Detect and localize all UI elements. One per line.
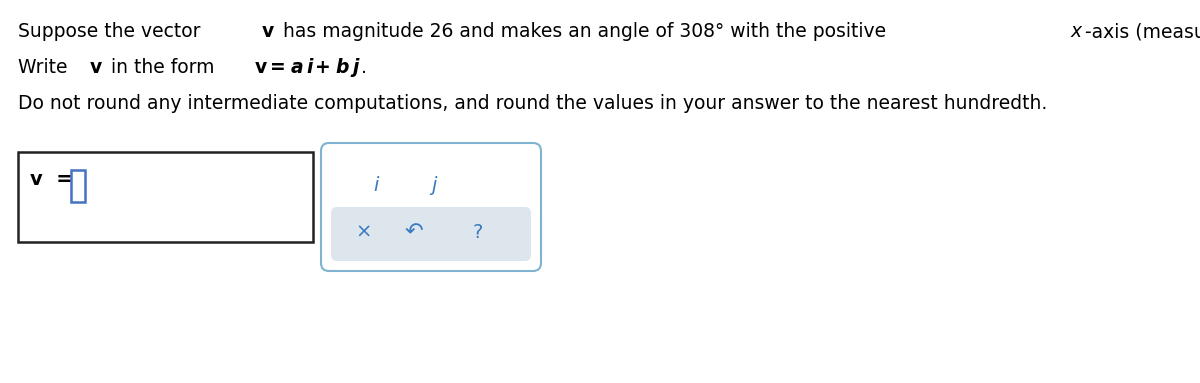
Text: -axis (measured counterclockwise), when: -axis (measured counterclockwise), when xyxy=(1085,22,1200,41)
Text: ↶: ↶ xyxy=(404,223,424,243)
Text: j: j xyxy=(431,176,437,195)
Text: Write: Write xyxy=(18,58,73,77)
Text: +: + xyxy=(316,58,331,77)
Text: ​=​: ​=​ xyxy=(270,58,286,77)
FancyBboxPatch shape xyxy=(331,207,530,261)
Text: Suppose the vector: Suppose the vector xyxy=(18,22,206,41)
FancyBboxPatch shape xyxy=(322,143,541,271)
Text: v: v xyxy=(262,22,274,41)
Text: a: a xyxy=(290,58,304,77)
Text: i: i xyxy=(307,58,313,77)
Text: ×: × xyxy=(356,223,372,242)
Text: .: . xyxy=(361,58,367,77)
Text: v: v xyxy=(254,58,266,77)
Text: j: j xyxy=(353,58,359,77)
Text: v: v xyxy=(90,58,102,77)
Bar xyxy=(71,170,85,202)
Text: x: x xyxy=(1070,22,1082,41)
Text: ?: ? xyxy=(473,223,484,242)
Text: has magnitude 26 and makes an angle of 308° with the positive: has magnitude 26 and makes an angle of 3… xyxy=(277,22,892,41)
Text: b: b xyxy=(336,58,349,77)
Bar xyxy=(18,152,313,242)
Text: i: i xyxy=(373,176,379,195)
Text: v  =: v = xyxy=(30,170,73,189)
Text: Do not round any intermediate computations, and round the values in your answer : Do not round any intermediate computatio… xyxy=(18,94,1048,113)
Text: in the form: in the form xyxy=(106,58,221,77)
